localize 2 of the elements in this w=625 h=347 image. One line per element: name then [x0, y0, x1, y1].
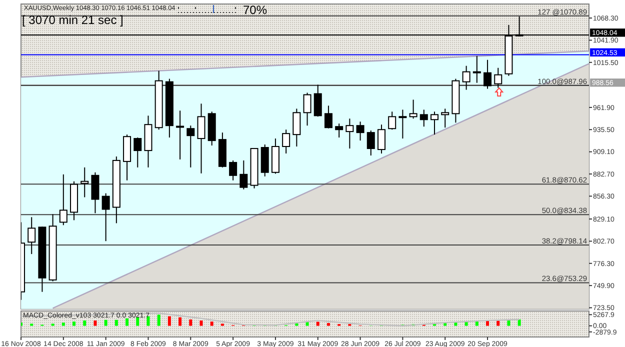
annotation: [ 3070 min 21 sec ]	[22, 13, 124, 27]
annotation: 70%	[243, 3, 268, 17]
